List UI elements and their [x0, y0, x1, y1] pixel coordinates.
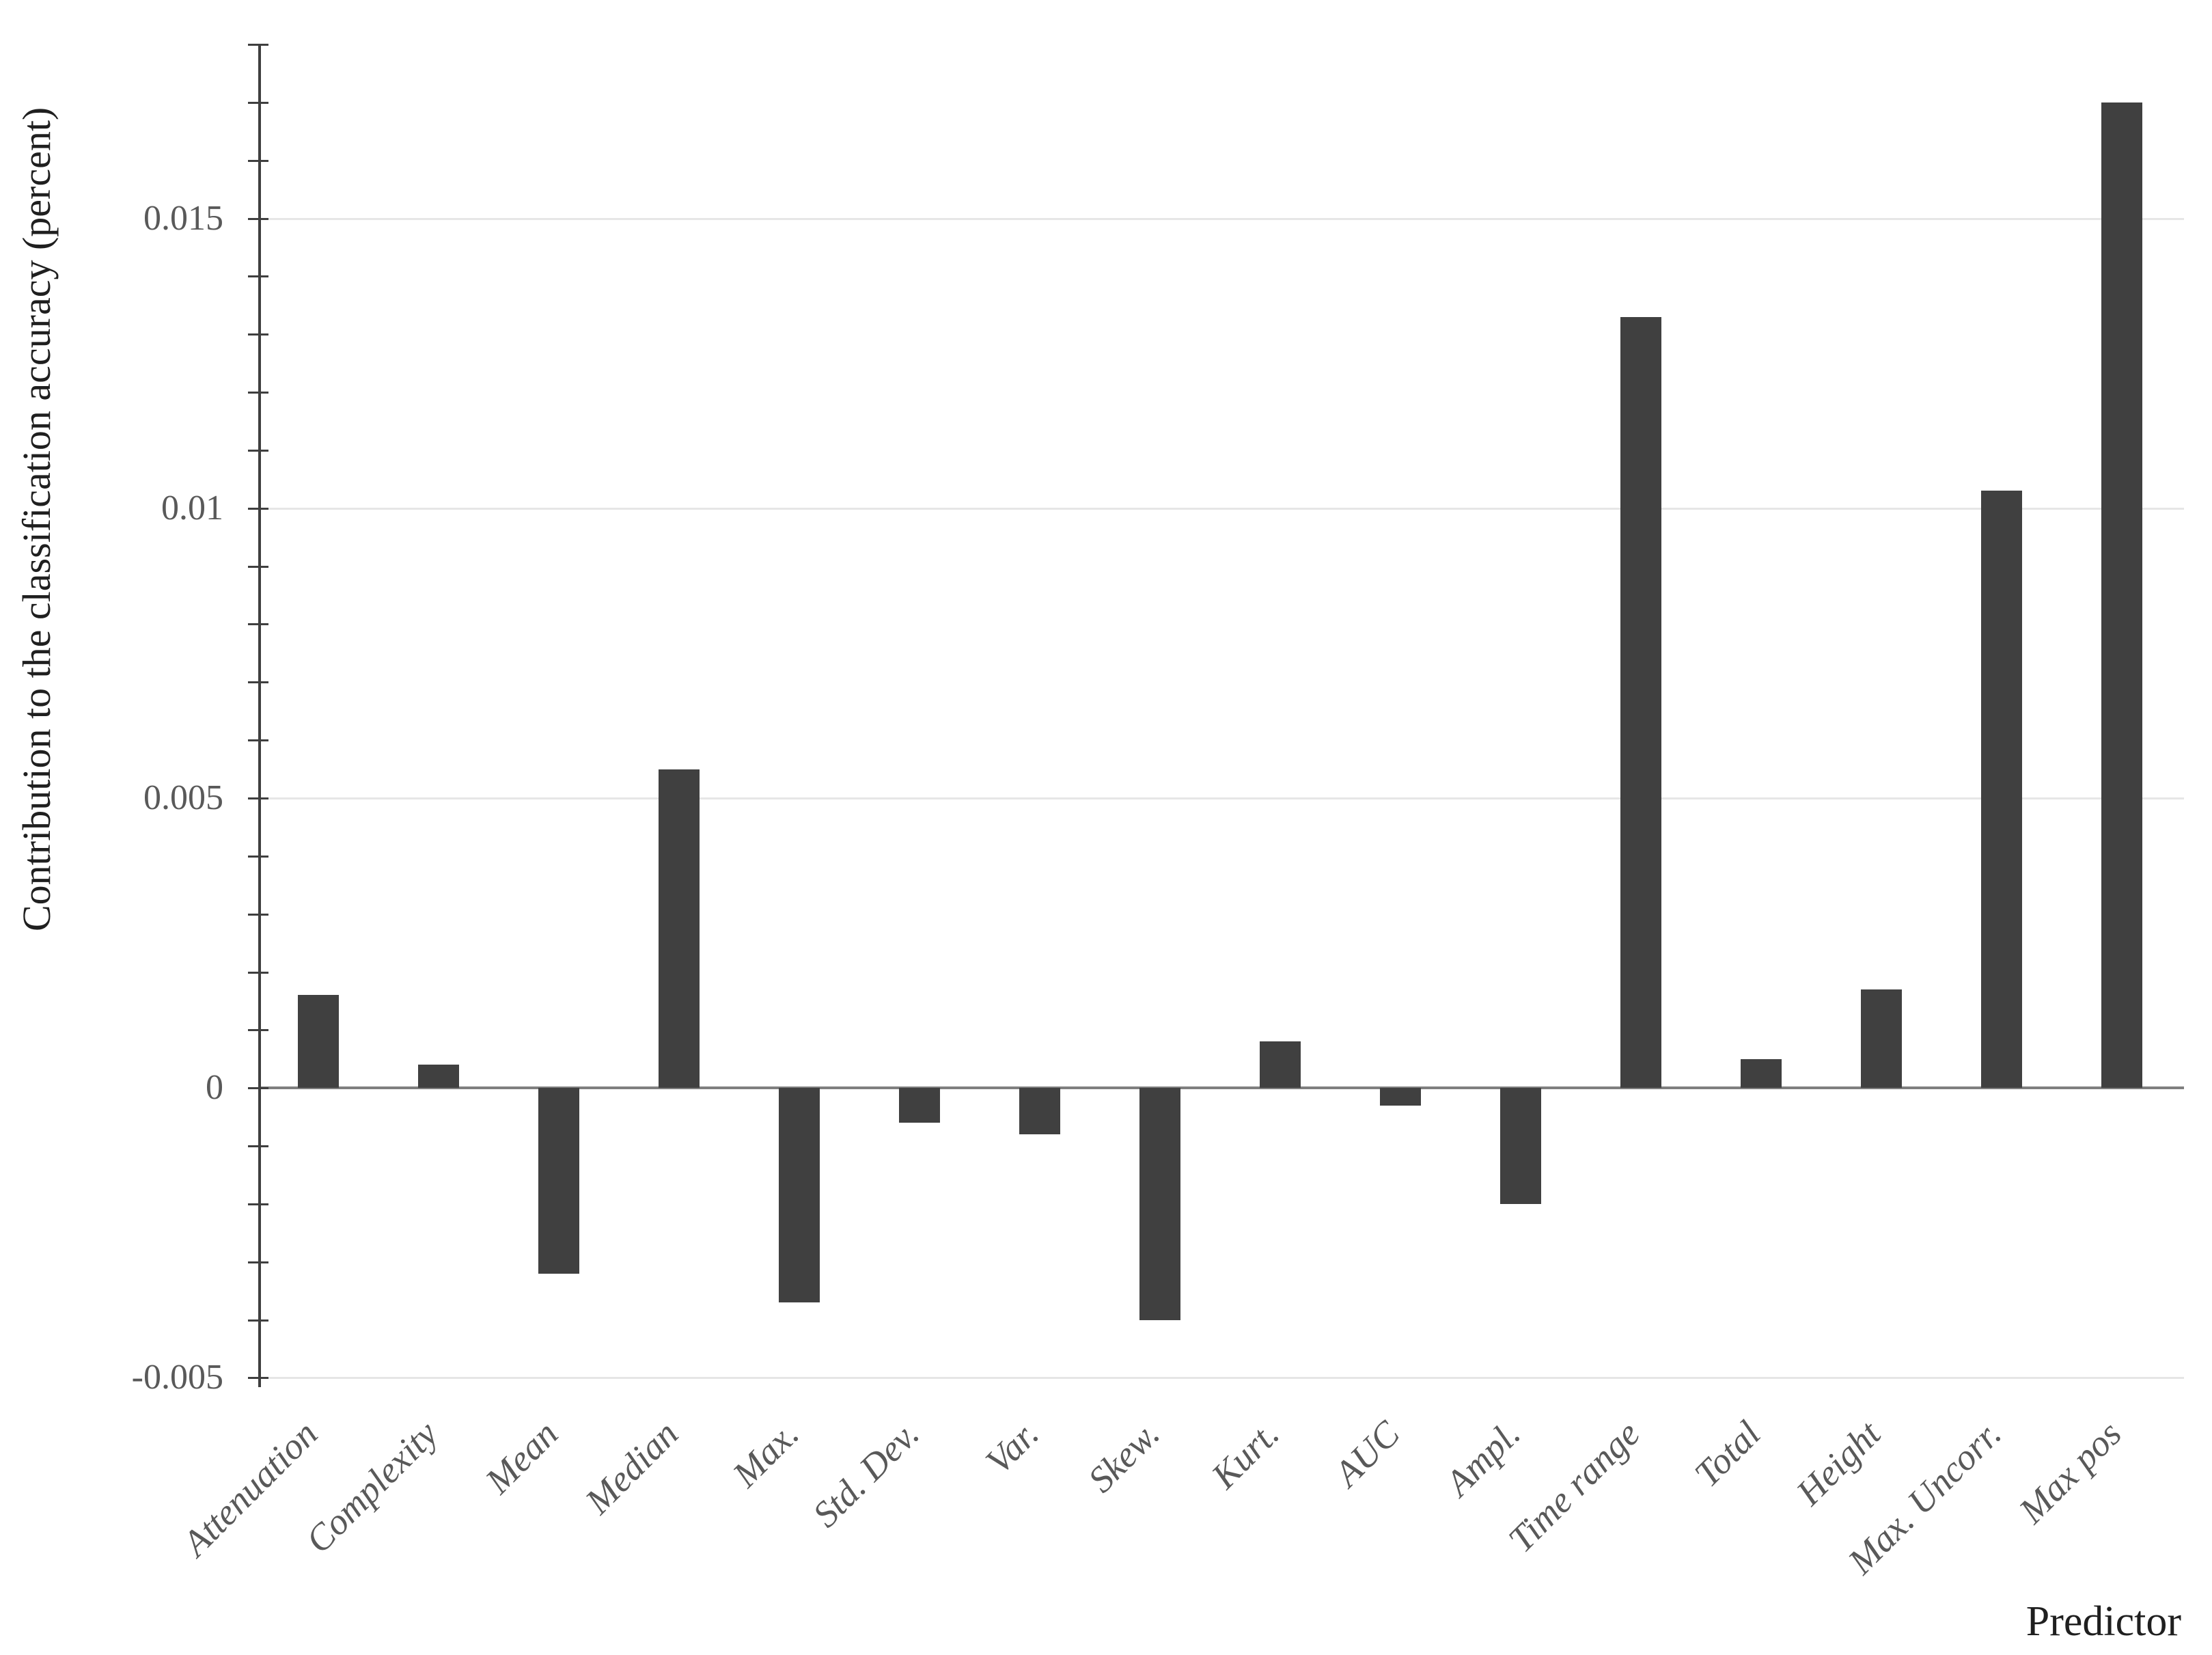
bar-total — [1741, 1058, 1782, 1089]
y-axis-tick — [248, 565, 268, 568]
y-axis-tick — [248, 623, 268, 626]
y-axis-tick — [248, 681, 268, 684]
bar-skew — [1139, 1088, 1180, 1320]
y-axis-tick — [248, 797, 268, 799]
y-axis-tick — [248, 1029, 268, 1032]
bar-var — [1019, 1088, 1060, 1135]
y-axis-tick — [248, 1203, 268, 1205]
x-tick-label-kurt: Kurt. — [1204, 1412, 1288, 1496]
x-tick-label-median: Median — [577, 1412, 687, 1522]
x-tick-label-total: Total — [1686, 1412, 1769, 1495]
y-axis-tick — [248, 971, 268, 974]
y-axis-tick — [248, 1145, 268, 1148]
zero-axis-line — [260, 1086, 2184, 1090]
y-axis-tick — [248, 1377, 268, 1380]
bar-auc — [1380, 1088, 1421, 1106]
bar-max-uncorr — [1981, 491, 2022, 1089]
gridline-0.005 — [260, 797, 2184, 799]
y-axis-tick — [248, 217, 268, 220]
y-axis-tick — [248, 449, 268, 452]
y-axis-line — [258, 44, 261, 1387]
y-axis-tick — [248, 101, 268, 104]
x-axis-title: Predictor — [2026, 1598, 2181, 1645]
bar-complexity — [418, 1065, 459, 1089]
bar-attenuation — [298, 995, 339, 1089]
y-axis-tick — [248, 1261, 268, 1263]
y-axis-tick — [248, 507, 268, 510]
y-tick-label-0.015: 0.015 — [143, 198, 223, 238]
x-tick-label-mean: Mean — [477, 1412, 566, 1502]
y-tick-label-0: 0 — [206, 1068, 223, 1108]
x-tick-label-time-range: Time range — [1500, 1412, 1648, 1561]
bar-mean — [538, 1088, 579, 1274]
x-tick-label-complexity: Complexity — [297, 1412, 446, 1561]
x-tick-label-max: Max. — [724, 1412, 807, 1495]
y-axis-tick — [248, 275, 268, 278]
y-axis-tick — [248, 913, 268, 916]
x-tick-label-skew: Skew. — [1079, 1412, 1167, 1501]
gridline-0.01 — [260, 507, 2184, 510]
bar-max — [779, 1088, 820, 1303]
y-axis-tick — [248, 739, 268, 742]
x-tick-label-attenuation: Attenuation — [174, 1412, 326, 1564]
x-tick-label-ampl: Ampl. — [1437, 1412, 1528, 1504]
y-axis-tick — [248, 44, 268, 46]
bar-max-pos — [2101, 102, 2142, 1089]
y-tick-label-0.005: 0.005 — [143, 778, 223, 817]
bar-std-dev — [899, 1088, 940, 1123]
bar-ampl — [1500, 1088, 1541, 1204]
bar-height — [1861, 989, 1902, 1089]
x-tick-label-std-dev: Std. Dev. — [804, 1412, 927, 1535]
bar-time-range — [1620, 316, 1661, 1089]
gridline--0.005 — [260, 1377, 2184, 1380]
y-tick-label-0.01: 0.01 — [161, 488, 223, 528]
y-axis-tick — [248, 159, 268, 162]
bar-median — [659, 769, 700, 1089]
plot-area — [248, 44, 2184, 1387]
bar-kurt — [1260, 1041, 1301, 1089]
x-tick-label-auc: AUC — [1326, 1412, 1408, 1494]
x-tick-label-height: Height — [1788, 1412, 1889, 1514]
y-axis-tick — [248, 333, 268, 336]
x-tick-label-var: Var. — [978, 1412, 1047, 1482]
y-tick-label--0.005: -0.005 — [131, 1358, 223, 1397]
x-tick-label-max-pos: Max pos — [2010, 1412, 2129, 1531]
y-axis-tick — [248, 392, 268, 394]
y-axis-tick — [248, 855, 268, 858]
y-axis-tick — [248, 1087, 268, 1090]
y-axis-tick — [248, 1319, 268, 1322]
gridline-0.015 — [260, 217, 2184, 220]
